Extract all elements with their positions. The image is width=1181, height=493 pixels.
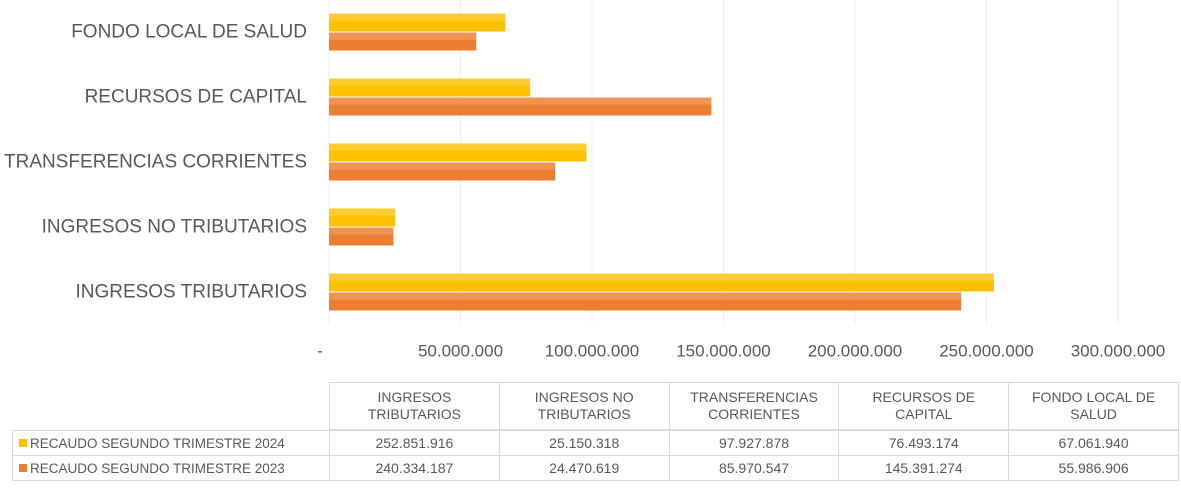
- table-value: 67.061.940: [1008, 430, 1179, 456]
- x-tick-label: 250.000.000: [939, 341, 1034, 360]
- table-legend: RECAUDO SEGUNDO TRIMESTRE 2024: [12, 430, 330, 456]
- table-value: 97.927.878: [668, 430, 840, 456]
- table-header: TRANSFERENCIAS CORRIENTES: [668, 382, 840, 430]
- y-tick-label: FONDO LOCAL DE SALUD: [71, 22, 307, 43]
- bar-highlight: [329, 227, 394, 235]
- table-value: 252.851.916: [329, 430, 500, 456]
- bar-highlight: [329, 32, 477, 40]
- bar: [329, 143, 587, 162]
- table-value: 240.334.187: [329, 455, 500, 481]
- table-value: 24.470.619: [498, 455, 670, 481]
- bar: [329, 227, 394, 246]
- table-value: 25.150.318: [498, 430, 670, 456]
- table-value: 145.391.274: [838, 455, 1010, 481]
- bar: [329, 97, 712, 116]
- y-tick-label: INGRESOS TRIBUTARIOS: [75, 282, 307, 303]
- x-tick-label: 200.000.000: [808, 341, 903, 360]
- x-tick-label: 50.000.000: [418, 341, 503, 360]
- bar-highlight: [329, 78, 531, 86]
- table-header: FONDO LOCAL DE SALUD: [1008, 382, 1179, 430]
- table-header: INGRESOS NO TRIBUTARIOS: [498, 382, 670, 430]
- x-tick-label: 100.000.000: [545, 341, 640, 360]
- x-tick-label: -: [317, 341, 323, 360]
- bar: [329, 292, 962, 311]
- bar: [329, 162, 556, 181]
- legend-label: RECAUDO SEGUNDO TRIMESTRE 2023: [30, 460, 285, 476]
- bar-highlight: [329, 162, 556, 170]
- legend-swatch: [19, 439, 27, 447]
- table-legend: RECAUDO SEGUNDO TRIMESTRE 2023: [12, 455, 330, 481]
- y-tick-label: TRANSFERENCIAS CORRIENTES: [4, 152, 307, 173]
- y-tick-label: INGRESOS NO TRIBUTARIOS: [42, 217, 307, 238]
- bar: [329, 208, 396, 227]
- bar: [329, 273, 995, 292]
- bar-highlight: [329, 13, 506, 21]
- bar-highlight: [329, 97, 712, 105]
- table-header: INGRESOS TRIBUTARIOS: [329, 382, 500, 430]
- table-value: 55.986.906: [1008, 455, 1179, 481]
- table-value: 76.493.174: [838, 430, 1010, 456]
- bar-highlight: [329, 292, 962, 300]
- table-value: 85.970.547: [668, 455, 840, 481]
- bar: [329, 78, 531, 97]
- legend-label: RECAUDO SEGUNDO TRIMESTRE 2024: [30, 435, 285, 451]
- y-tick-label: RECURSOS DE CAPITAL: [85, 87, 307, 108]
- table-header: RECURSOS DE CAPITAL: [838, 382, 1010, 430]
- bar-highlight: [329, 273, 995, 281]
- bar: [329, 32, 477, 51]
- legend-swatch: [19, 464, 27, 472]
- bar: [329, 13, 506, 32]
- bar-highlight: [329, 143, 587, 151]
- x-tick-label: 300.000.000: [1071, 341, 1166, 360]
- x-tick-label: 150.000.000: [676, 341, 771, 360]
- bar-highlight: [329, 208, 396, 216]
